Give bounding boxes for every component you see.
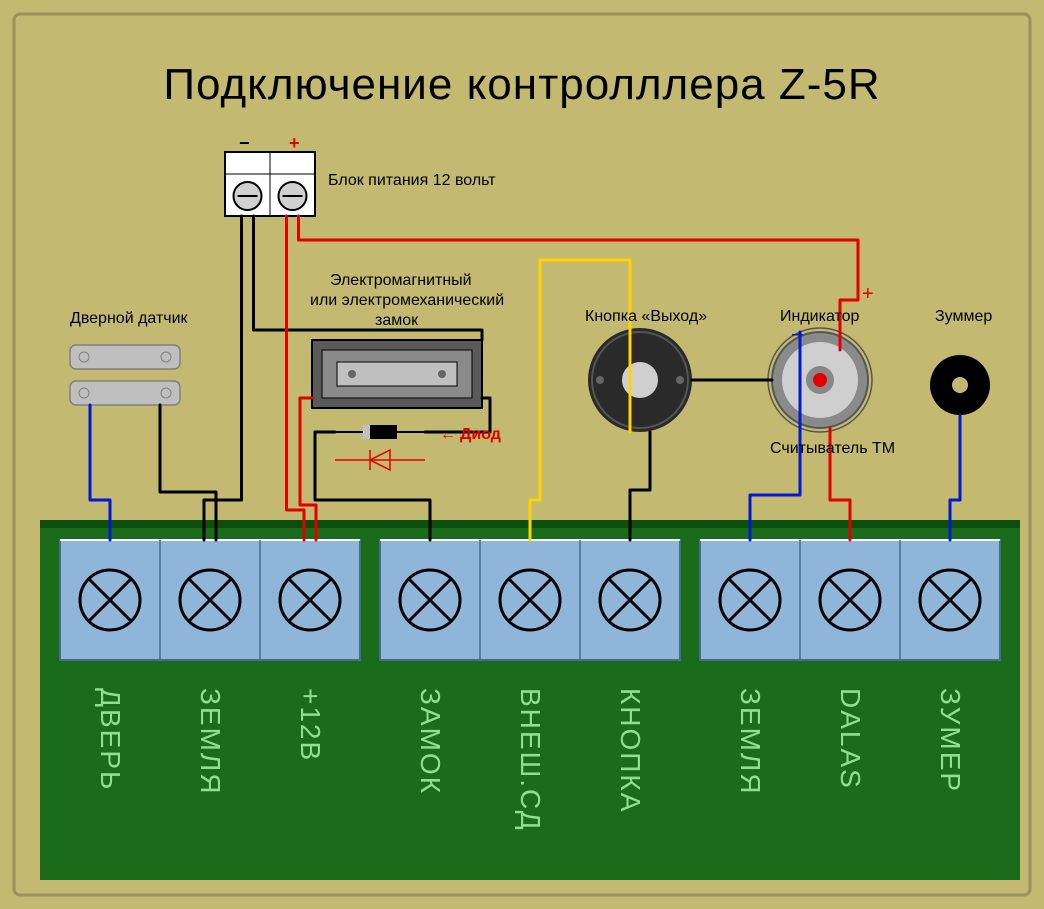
indicator-minus: − (791, 322, 804, 348)
buzzer-label: Зуммер (935, 308, 992, 326)
terminal-label: ЗЕМЛЯ (734, 688, 766, 796)
psu-label: Блок питания 12 вольт (328, 172, 496, 190)
diode-arrow: ← (440, 426, 456, 444)
terminal-label: КНОПКА (614, 688, 646, 813)
terminal-label: ЗАМОК (414, 688, 446, 795)
door-sensor-label: Дверной датчик (70, 310, 188, 328)
terminal-label: ЗУМЕР (934, 688, 966, 793)
diagram-title: Подключение контролллера Z-5R (0, 60, 1044, 110)
terminal-label: ВНЕШ.СД (514, 688, 546, 832)
lock-label-2: или электромеханический (310, 292, 504, 310)
lock-label-3: замок (375, 312, 418, 330)
terminal-label: ДВЕРЬ (94, 688, 126, 791)
diagram-canvas: Подключение контролллера Z-5R − + Блок п… (0, 0, 1044, 909)
lock-label-1: Электромагнитный (330, 272, 472, 290)
indicator-plus: + (862, 283, 874, 306)
psu-minus-label: − (239, 133, 250, 154)
terminal-label: ЗЕМЛЯ (194, 688, 226, 796)
reader-tm-label: Считыватель ТМ (770, 440, 895, 458)
diode-label: Диод (460, 426, 501, 444)
terminal-label: +12В (294, 688, 326, 762)
exit-button-label: Кнопка «Выход» (585, 308, 707, 326)
terminal-label: DALAS (834, 688, 866, 790)
psu-plus-label: + (289, 133, 300, 154)
